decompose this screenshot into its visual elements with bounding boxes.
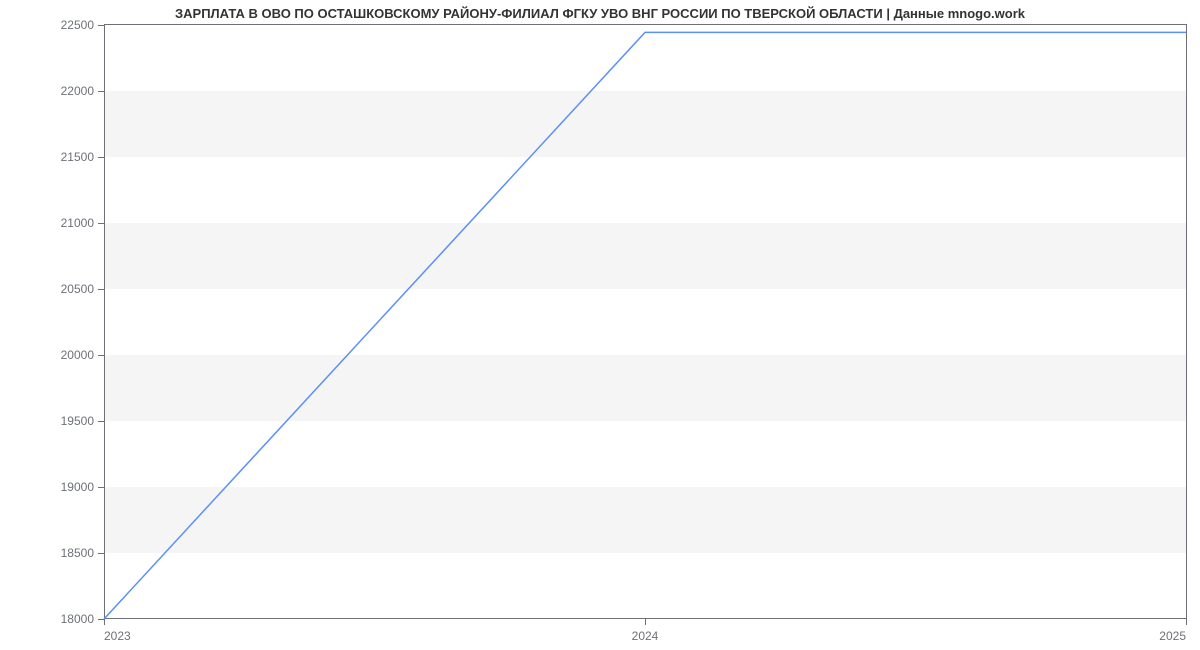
y-tick-mark: [98, 421, 104, 422]
plot-area: 1800018500190001950020000205002100021500…: [104, 24, 1187, 619]
y-tick-mark: [98, 91, 104, 92]
x-tick-mark: [104, 619, 105, 625]
salary-line-chart: ЗАРПЛАТА В ОВО ПО ОСТАШКОВСКОМУ РАЙОНУ-Ф…: [0, 0, 1200, 650]
x-tick-mark: [1186, 619, 1187, 625]
y-tick-mark: [98, 553, 104, 554]
y-tick-mark: [98, 487, 104, 488]
y-tick-mark: [98, 157, 104, 158]
x-tick-label: 2025: [1159, 619, 1186, 643]
y-tick-mark: [98, 355, 104, 356]
y-tick-mark: [98, 289, 104, 290]
series-line: [104, 25, 1186, 619]
x-tick-label: 2023: [104, 619, 131, 643]
y-tick-mark: [98, 25, 104, 26]
x-tick-mark: [645, 619, 646, 625]
y-tick-mark: [98, 223, 104, 224]
chart-title: ЗАРПЛАТА В ОВО ПО ОСТАШКОВСКОМУ РАЙОНУ-Ф…: [0, 6, 1200, 21]
